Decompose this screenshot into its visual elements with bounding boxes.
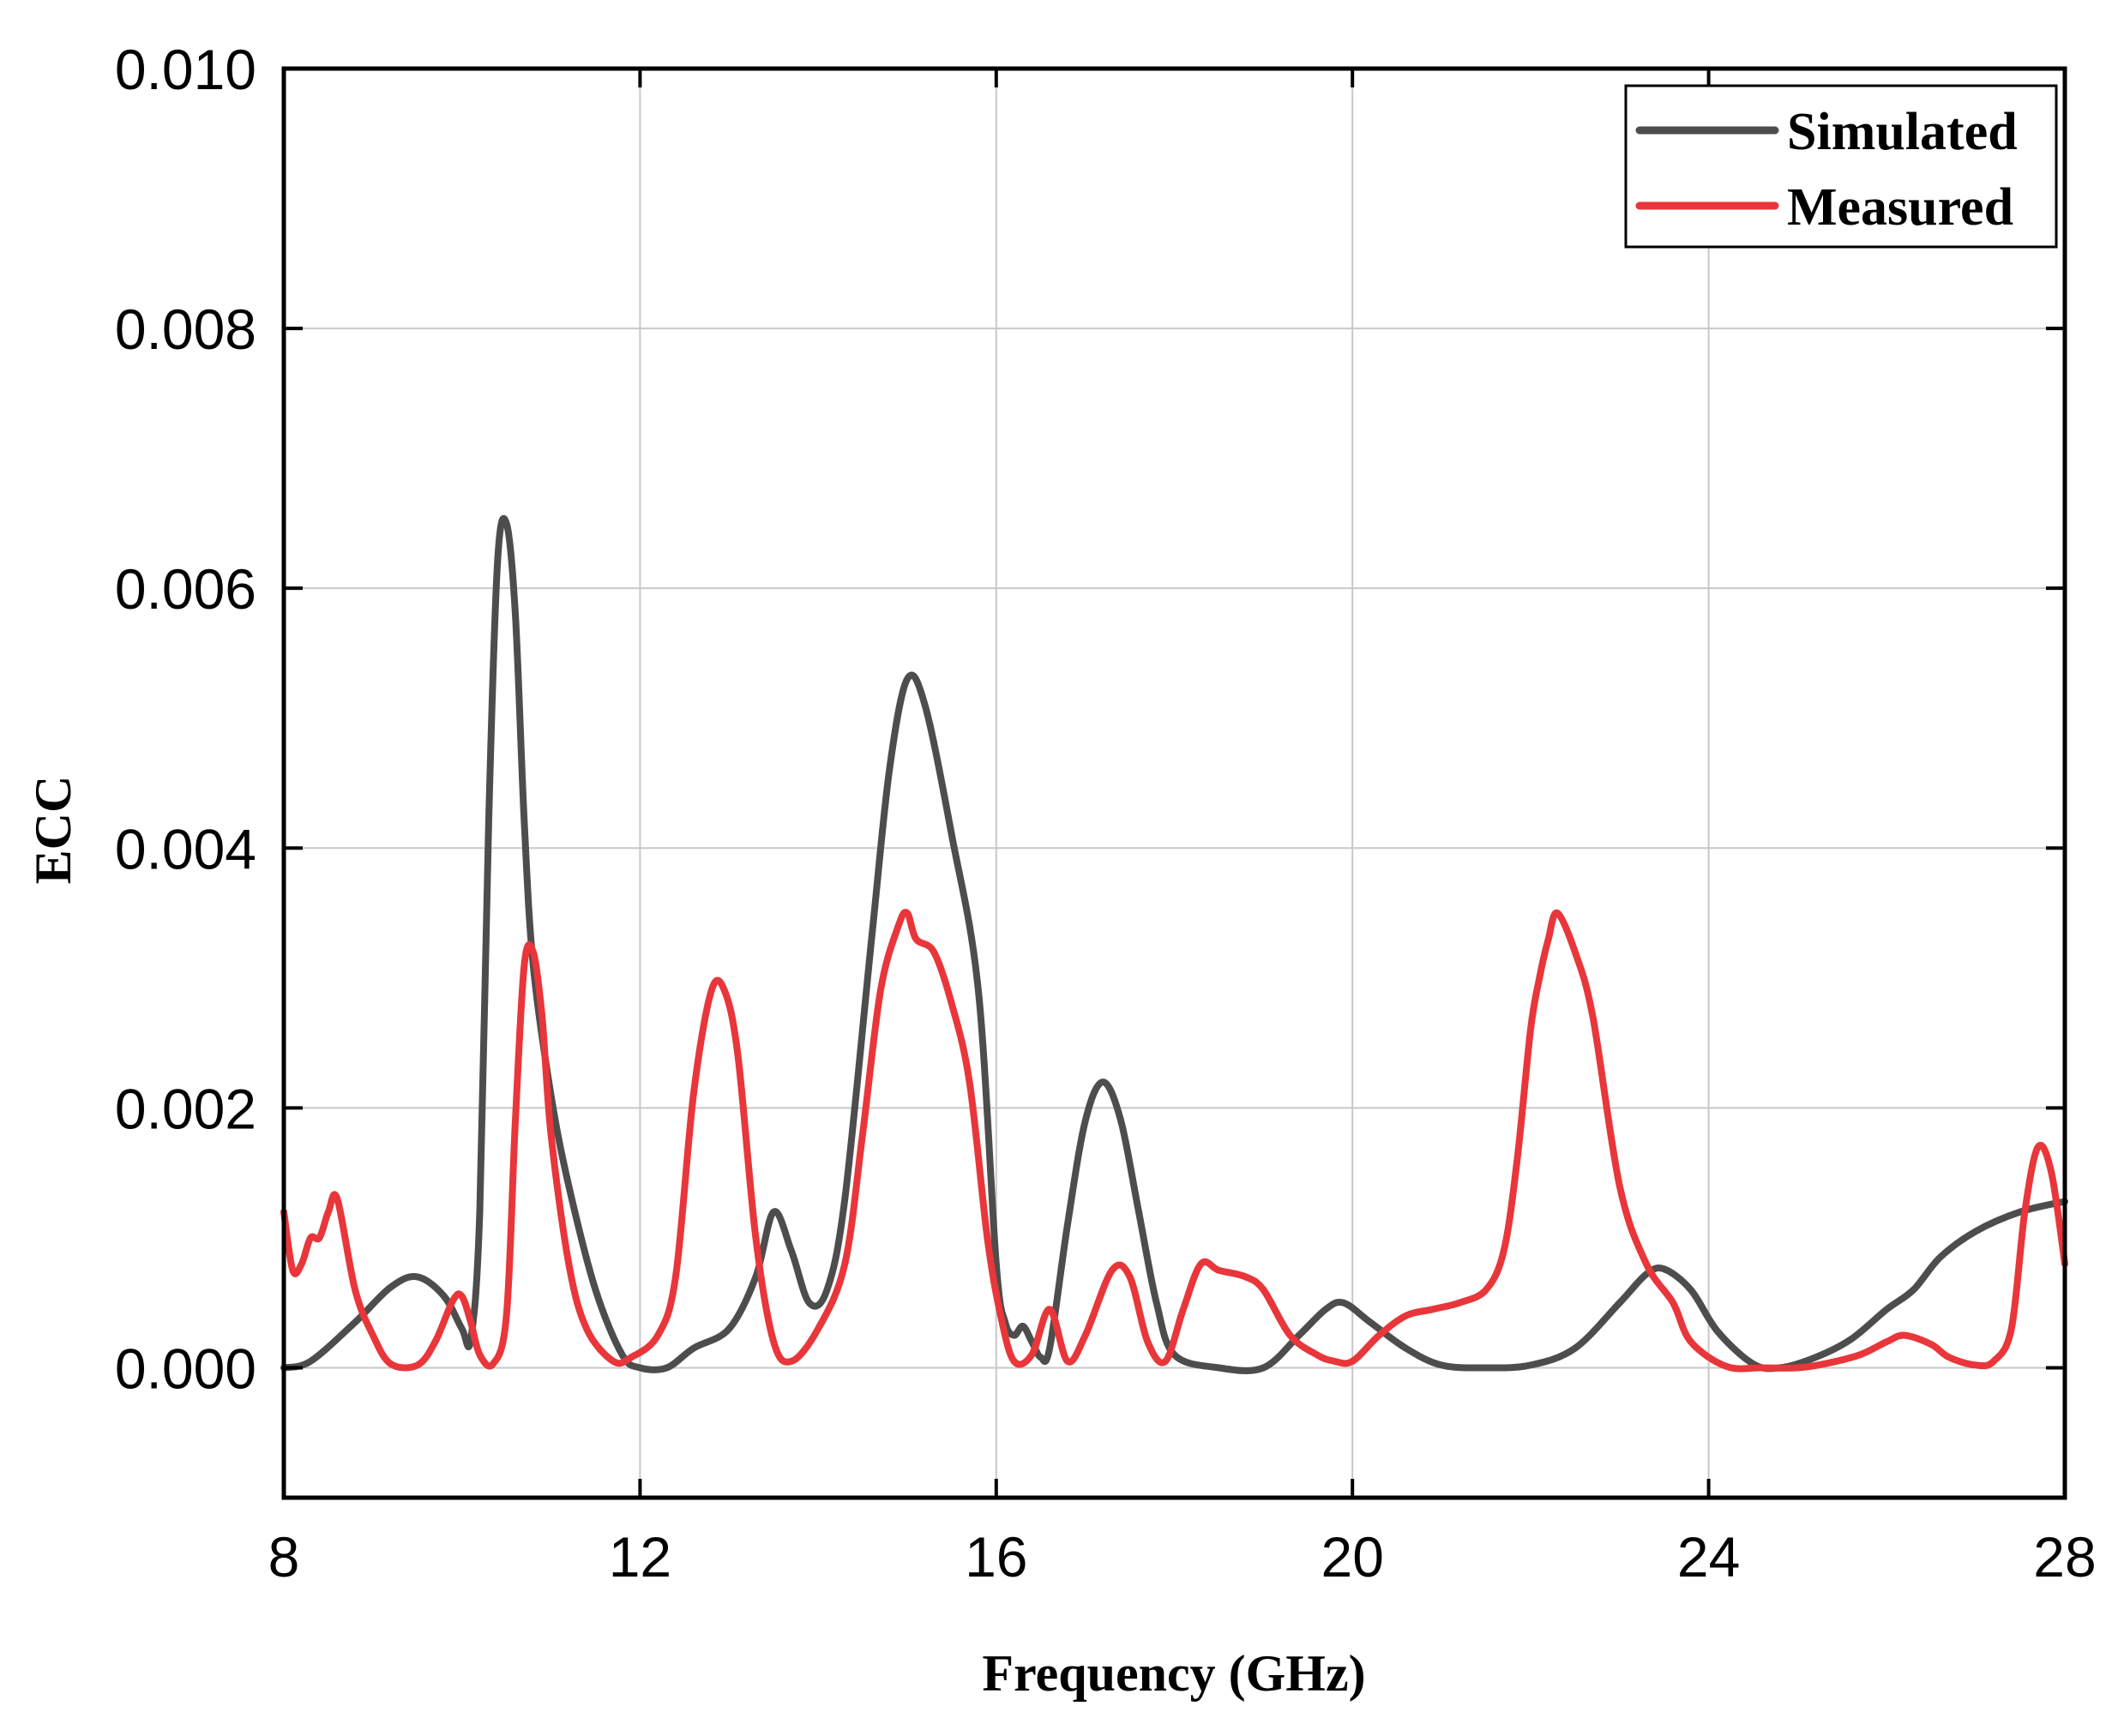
y-tick-label: 0.002 bbox=[115, 1077, 256, 1140]
y-tick-label: 0.000 bbox=[115, 1337, 256, 1400]
x-axis-title: Frequency (GHz) bbox=[982, 1645, 1365, 1702]
y-tick-label: 0.010 bbox=[115, 38, 256, 101]
y-tick-label: 0.004 bbox=[115, 817, 256, 880]
x-tick-label: 28 bbox=[2033, 1525, 2096, 1589]
x-tick-label: 12 bbox=[609, 1525, 671, 1589]
legend: Simulated Measured bbox=[1624, 84, 2058, 249]
axis-ticks bbox=[282, 67, 2067, 1498]
grid-lines bbox=[284, 69, 2065, 1498]
series-line-simulated bbox=[280, 514, 2068, 1374]
y-tick-label: 0.006 bbox=[115, 557, 256, 621]
x-tick-label: 20 bbox=[1321, 1525, 1383, 1589]
x-tick-label: 16 bbox=[965, 1525, 1027, 1589]
legend-label-simulated: Simulated bbox=[1787, 103, 2018, 161]
series-line-measured bbox=[280, 909, 2068, 1373]
tick-labels: 8 12 16 20 24 28 0.000 0.002 0.004 0.006 0.008 0.01… bbox=[115, 38, 2097, 1589]
legend-label-measured: Measured bbox=[1787, 178, 2013, 237]
y-tick-label: 0.008 bbox=[115, 297, 256, 361]
x-tick-label: 24 bbox=[1677, 1525, 1740, 1589]
series-layer bbox=[280, 514, 2068, 1374]
plot-frame bbox=[281, 66, 2067, 1500]
x-tick-label: 8 bbox=[268, 1525, 300, 1589]
y-axis-title: ECC bbox=[25, 776, 81, 885]
legend-box bbox=[1624, 84, 2058, 249]
